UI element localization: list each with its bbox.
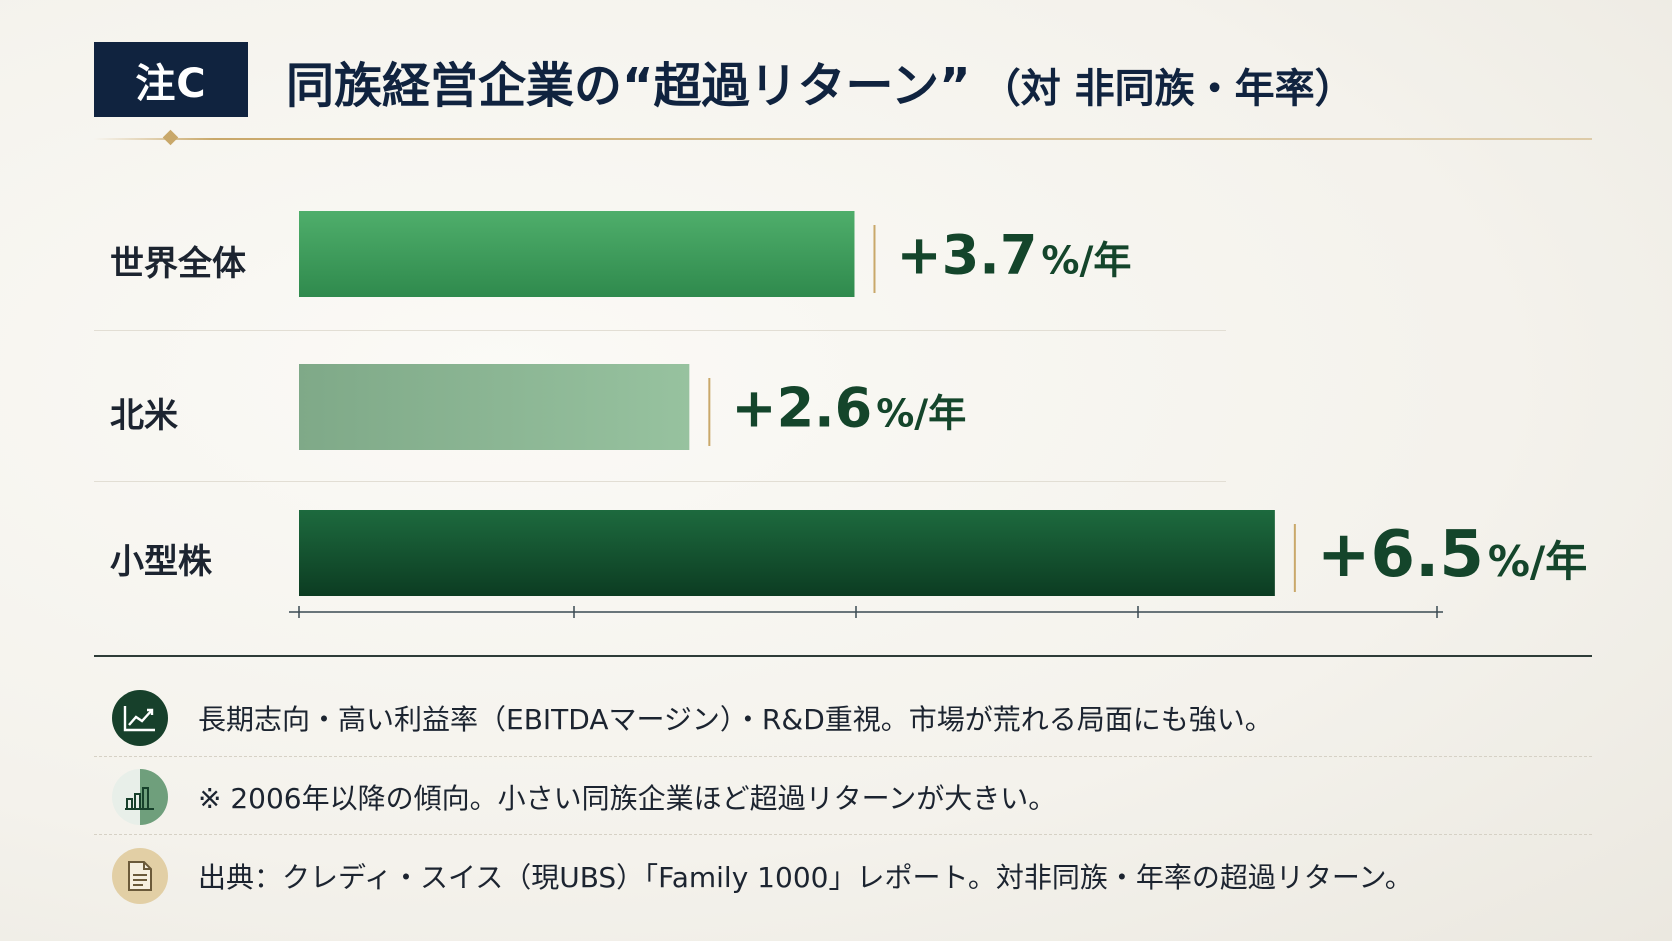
header-rule xyxy=(94,138,1592,140)
bar-0 xyxy=(299,211,855,297)
note-badge: 注C xyxy=(94,42,248,117)
value-label-2: +6.5%/年 xyxy=(1317,518,1587,592)
note-item: 出典：クレディ・スイス（現UBS）「Family 1000」レポート。対非同族・… xyxy=(112,846,1592,906)
row-separator xyxy=(94,481,1226,482)
section-divider xyxy=(94,655,1592,657)
note-item: ※ 2006年以降の傾向。小さい同族企業ほど超過リターンが大きい。 xyxy=(112,767,1592,827)
note-item: 長期志向・高い利益率（EBITDAマージン）・R&D重視。市場が荒れる局面にも強… xyxy=(112,688,1592,748)
bar-2 xyxy=(299,510,1275,596)
note-text: ※ 2006年以降の傾向。小さい同族企業ほど超過リターンが大きい。 xyxy=(198,782,1057,815)
bar-chart-icon xyxy=(112,769,168,825)
category-label-small-cap: 小型株 xyxy=(110,542,212,582)
title-subtitle: （対 非同族・年率） xyxy=(980,66,1355,112)
value-label-1: +2.6 %/年 xyxy=(731,376,966,439)
title-main: 同族経営企業の“超過リターン” xyxy=(286,58,971,114)
bar-1 xyxy=(299,364,690,450)
value-label-0: +3.7 %/年 xyxy=(896,223,1131,286)
trend-chart-icon xyxy=(112,690,168,746)
note-separator xyxy=(94,756,1592,757)
note-text: 出典：クレディ・スイス（現UBS）「Family 1000」レポート。対非同族・… xyxy=(198,861,1413,894)
note-text: 長期志向・高い利益率（EBITDAマージン）・R&D重視。市場が荒れる局面にも強… xyxy=(198,703,1273,736)
category-label-north-america: 北米 xyxy=(110,396,178,436)
page-title: 同族経営企業の“超過リターン” （対 非同族・年率） xyxy=(286,46,1355,116)
note-separator xyxy=(94,834,1592,835)
row-separator xyxy=(94,330,1226,331)
document-icon xyxy=(112,848,168,904)
category-label-world: 世界全体 xyxy=(110,244,246,284)
